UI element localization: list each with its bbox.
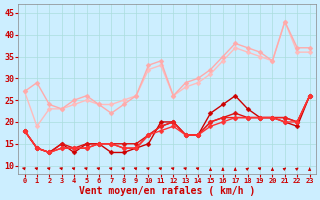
X-axis label: Vent moyen/en rafales ( km/h ): Vent moyen/en rafales ( km/h ) <box>79 186 255 196</box>
